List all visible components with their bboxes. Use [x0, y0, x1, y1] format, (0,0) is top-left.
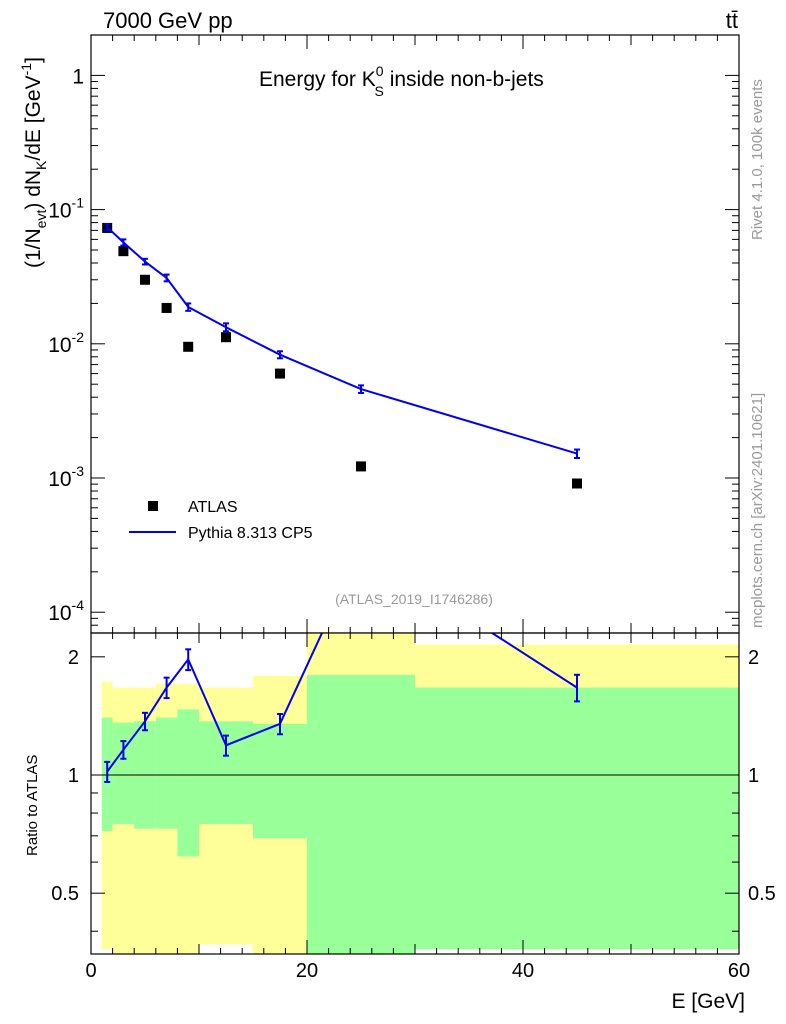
x-tick-label: 20	[296, 960, 318, 982]
main-axis-ticks	[90, 34, 740, 634]
y-tick-label: 1	[72, 65, 84, 88]
ratio-y-tick-label: 2	[68, 647, 79, 669]
inner-band	[253, 723, 307, 839]
ratio-y-tick-label-right: 0.5	[748, 883, 776, 905]
mcplots-label: mcplots.cern.ch [arXiv:2401.10621]	[749, 393, 766, 628]
plot-title-sup: 0	[376, 63, 384, 79]
rivet-label: Rivet 4.1.0, 100k events	[749, 79, 766, 240]
energy-label: 7000 GeV pp	[103, 8, 233, 33]
legend-marker-atlas	[148, 501, 158, 511]
inner-band	[112, 722, 135, 825]
y-tick-label: 10-2	[48, 329, 84, 357]
ratio-y-axis-label: Ratio to ATLAS	[24, 755, 41, 856]
ratio-y-tick-label: 1	[68, 765, 79, 787]
ratio-bands	[101, 633, 739, 954]
inner-band	[307, 674, 415, 954]
atlas-point	[572, 478, 582, 489]
y-tick-label: 10-1	[48, 195, 84, 223]
inner-band	[155, 717, 178, 829]
ratio-tick-labels: 0.5 0.51 12 20 20 40 60	[51, 647, 776, 982]
main-y-tick-labels: 1 10-1 10-2 10-3 10-4	[48, 65, 84, 625]
atlas-point	[140, 274, 150, 285]
ratio-y-tick-label-right: 2	[748, 647, 759, 669]
main-y-axis-label: (1/Nevt) dNK/dE [GeV-1]	[18, 57, 49, 268]
plot-title-sub: S	[375, 83, 384, 99]
atlas-point	[356, 461, 366, 472]
y-tick-label: 10-3	[48, 463, 84, 491]
inner-band	[415, 687, 739, 950]
atlas-point	[118, 246, 129, 257]
main-frame	[90, 34, 740, 634]
atlas-point	[183, 341, 194, 352]
y-tick-label: 10-4	[48, 597, 84, 625]
plot-title: Energy for K0 S inside non-b-jets	[259, 63, 544, 99]
legend-label-atlas: ATLAS	[188, 499, 238, 516]
plot-title-text: Energy for K	[259, 68, 376, 91]
pythia-line	[106, 226, 578, 455]
analysis-id: (ATLAS_2019_I1746286)	[335, 591, 493, 607]
x-tick-label: 40	[512, 960, 534, 982]
ratio-y-tick-label: 0.5	[51, 883, 79, 905]
x-axis-label: E [GeV]	[671, 990, 745, 1013]
ratio-axis-ticks	[90, 633, 740, 954]
atlas-point	[161, 302, 172, 313]
atlas-point	[275, 368, 285, 379]
ratio-y-tick-label-right: 1	[748, 765, 759, 787]
legend-label-pythia: Pythia 8.313 CP5	[188, 525, 313, 542]
x-tick-label: 0	[85, 960, 96, 982]
atlas-point	[221, 332, 231, 343]
ratio-series	[104, 633, 580, 783]
ratio-panel: 0.5 0.51 12 20 20 40 60 Ratio to ATLAS E [GeV]	[24, 632, 776, 1013]
legend: ATLAS Pythia 8.313 CP5	[129, 499, 313, 542]
x-tick-label: 60	[728, 960, 750, 982]
main-series	[102, 222, 582, 489]
plot-title-rest: inside non-b-jets	[384, 68, 544, 91]
process-label: tt̄	[726, 8, 738, 33]
main-panel: 1 10-1 10-2 10-3 10-4 Energy for K0 S inside …	[18, 34, 740, 634]
inner-band	[177, 709, 199, 857]
